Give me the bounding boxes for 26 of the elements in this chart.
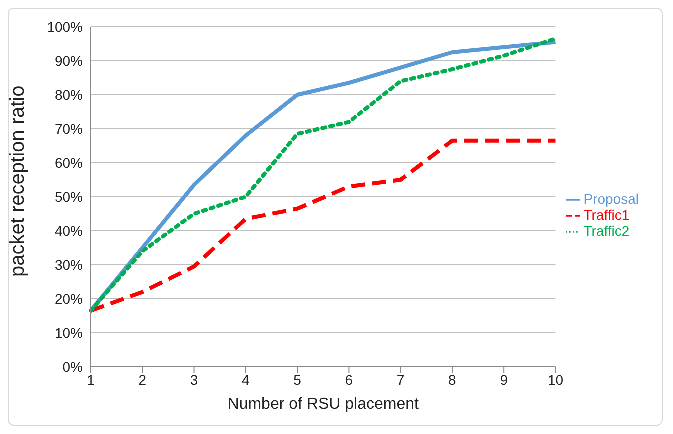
x-tick-label: 8	[448, 372, 457, 388]
x-tick-label: 3	[190, 372, 198, 388]
y-tick-label: 10%	[54, 324, 83, 341]
y-tick-label: 70%	[54, 120, 83, 137]
y-tick-label: 50%	[54, 188, 83, 205]
y-tick-label: 40%	[54, 222, 83, 239]
x-tick-label: 7	[396, 372, 405, 388]
y-tick-label: 0%	[62, 358, 83, 375]
x-tick-label: 5	[294, 372, 302, 388]
legend-label: Traffic2	[584, 223, 630, 240]
y-axis-title: packet reception ratio	[7, 86, 30, 277]
x-tick-label: 6	[345, 372, 354, 388]
y-tick-label: 30%	[54, 256, 83, 273]
y-tick-label: 80%	[54, 86, 83, 103]
x-tick-label: 1	[87, 372, 96, 388]
legend-label: Traffic1	[584, 206, 630, 223]
y-tick-label: 90%	[54, 52, 83, 69]
x-tick-label: 10	[548, 372, 564, 388]
y-tick-label: 20%	[54, 290, 83, 307]
x-tick-label: 2	[138, 372, 147, 388]
y-tick-label: 60%	[54, 154, 83, 171]
x-axis-title: Number of RSU placement	[228, 396, 420, 413]
legend-label: Proposal	[584, 190, 639, 207]
x-tick-label: 4	[242, 372, 250, 388]
x-tick-label: 9	[500, 372, 508, 388]
y-tick-label: 100%	[47, 18, 83, 35]
